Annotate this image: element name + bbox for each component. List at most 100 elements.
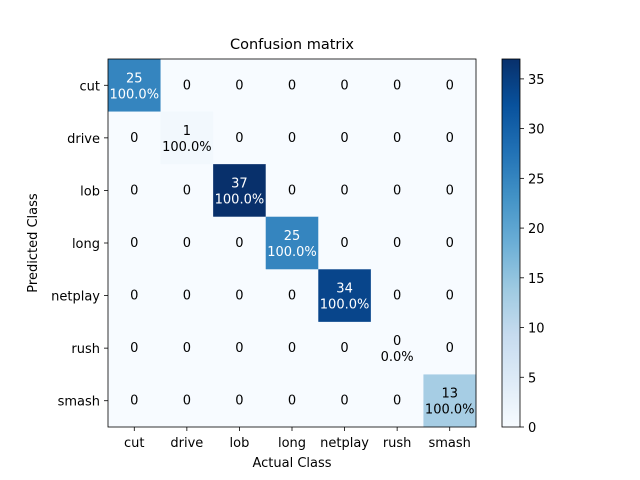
- heatmap-cell: [160, 321, 214, 375]
- cell-percent-label: 100.0%: [215, 192, 265, 207]
- colorbar-tick-label: 35: [528, 73, 545, 88]
- cell-count-label: 0: [288, 394, 296, 409]
- x-tick-label: rush: [383, 436, 412, 451]
- cell-count-label: 0: [446, 183, 454, 198]
- heatmap-cell: [423, 59, 477, 112]
- cell-count-label: 0: [393, 183, 401, 198]
- heatmap-cell: [160, 59, 214, 112]
- cell-count-label: 37: [231, 176, 248, 191]
- colorbar-tick-label: 25: [528, 172, 545, 187]
- y-tick-label: rush: [71, 342, 100, 357]
- heatmap-cell: [108, 269, 161, 323]
- heatmap-cell: [160, 111, 214, 165]
- heatmap-cell: [423, 216, 477, 270]
- cell-count-label: 0: [446, 289, 454, 304]
- cell-count-label: 0: [446, 341, 454, 356]
- heatmap-cell: [318, 59, 372, 112]
- x-tick-label: long: [278, 436, 306, 451]
- cell-count-label: 0: [235, 394, 243, 409]
- heatmap-cell: [370, 374, 424, 428]
- cell-count-label: 0: [288, 78, 296, 93]
- cell-count-label: 0: [393, 289, 401, 304]
- heatmap-cell: [318, 216, 372, 270]
- heatmap-cell: [265, 216, 319, 270]
- heatmap-cell: [423, 269, 477, 323]
- heatmap-cell: [423, 321, 477, 375]
- cell-count-label: 0: [340, 236, 348, 251]
- cell-percent-label: 100.0%: [109, 87, 159, 102]
- x-tick-label: cut: [124, 436, 144, 451]
- x-tick-label: netplay: [320, 436, 369, 451]
- cell-count-label: 0: [130, 131, 138, 146]
- heatmap-cell: [370, 111, 424, 165]
- cell-percent-label: 0.0%: [381, 350, 414, 365]
- cell-count-label: 0: [183, 183, 191, 198]
- heatmap-cell: [108, 111, 161, 165]
- heatmap-cell: [370, 164, 424, 218]
- heatmap-cell: [265, 164, 319, 218]
- cell-percent-label: 100.0%: [425, 403, 475, 418]
- cell-count-label: 0: [340, 183, 348, 198]
- cell-count-label: 0: [340, 394, 348, 409]
- heatmap-cell: [423, 374, 477, 428]
- cell-count-label: 0: [393, 131, 401, 146]
- cell-count-label: 34: [336, 282, 353, 297]
- heatmap-cell: [213, 321, 267, 375]
- heatmap-cells: [108, 59, 477, 428]
- y-tick-label: netplay: [51, 290, 100, 305]
- cell-count-label: 0: [235, 289, 243, 304]
- colorbar-tick-label: 15: [528, 272, 545, 287]
- heatmap-cell: [370, 269, 424, 323]
- cell-count-label: 0: [340, 131, 348, 146]
- cell-percent-label: 100.0%: [267, 245, 317, 260]
- cell-count-label: 0: [183, 394, 191, 409]
- cell-count-label: 0: [288, 131, 296, 146]
- heatmap-cell: [423, 164, 477, 218]
- heatmap-cell: [265, 321, 319, 375]
- cell-count-label: 0: [288, 341, 296, 356]
- cell-count-label: 0: [393, 236, 401, 251]
- cell-percent-label: 100.0%: [320, 298, 370, 313]
- cell-count-label: 0: [340, 78, 348, 93]
- y-tick-label: long: [72, 237, 100, 252]
- cell-count-label: 0: [393, 78, 401, 93]
- heatmap-cell: [160, 374, 214, 428]
- cell-percent-label: 100.0%: [162, 140, 212, 155]
- cell-count-label: 0: [393, 394, 401, 409]
- heatmap-cell: [318, 164, 372, 218]
- cell-count-label: 0: [446, 236, 454, 251]
- cell-count-label: 25: [126, 71, 143, 86]
- heatmap-cell: [108, 321, 161, 375]
- heatmap-cell: [265, 59, 319, 112]
- cell-count-label: 0: [183, 78, 191, 93]
- heatmap-cell: [370, 321, 424, 375]
- cell-count-label: 0: [235, 236, 243, 251]
- heatmap-cell: [108, 374, 161, 428]
- colorbar-tick-label: 20: [528, 222, 545, 237]
- heatmap-cell: [160, 216, 214, 270]
- cell-count-label: 25: [284, 229, 301, 244]
- heatmap-cell: [318, 321, 372, 375]
- x-axis-label: Actual Class: [252, 456, 331, 471]
- heatmap-cell: [213, 216, 267, 270]
- cell-count-label: 0: [183, 341, 191, 356]
- heatmap-cell: [265, 269, 319, 323]
- heatmap-cell: [213, 111, 267, 165]
- heatmap-cell: [318, 269, 372, 323]
- colorbar: [501, 58, 521, 428]
- cell-count-label: 1: [183, 124, 191, 139]
- heatmap-cell: [370, 59, 424, 112]
- heatmap-cell: [108, 164, 161, 218]
- cell-count-label: 13: [441, 387, 458, 402]
- heatmap-cell: [318, 111, 372, 165]
- cell-count-label: 0: [130, 341, 138, 356]
- cell-count-label: 0: [130, 183, 138, 198]
- colorbar-tick-label: 10: [528, 322, 545, 337]
- x-axis-ticks: cut drive lob long netplay rush smash: [124, 427, 471, 451]
- heatmap-cell: [423, 111, 477, 165]
- cell-count-label: 0: [235, 131, 243, 146]
- colorbar-tick-label: 30: [528, 123, 545, 138]
- chart-title: Confusion matrix: [230, 37, 354, 53]
- cell-count-label: 0: [130, 394, 138, 409]
